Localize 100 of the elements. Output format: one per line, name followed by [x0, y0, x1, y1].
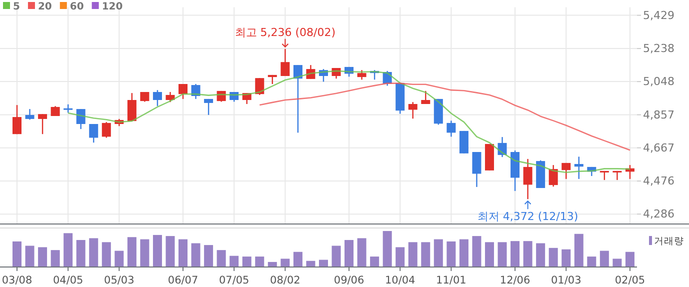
- bar: [127, 237, 136, 267]
- bar: [536, 243, 546, 267]
- bar: [612, 258, 622, 267]
- candlestick: [408, 101, 418, 120]
- x-tick-label: 03/08: [2, 274, 32, 286]
- candlestick: [574, 156, 584, 180]
- candlestick: [459, 130, 468, 154]
- bar: [166, 236, 175, 267]
- bar: [50, 250, 60, 267]
- candlestick: [357, 69, 366, 80]
- annotation: 최고 5,236 (08/02): [234, 26, 336, 39]
- bar: [152, 234, 162, 267]
- bar: [600, 250, 609, 267]
- y-tick-label: 4,857: [643, 108, 674, 122]
- bar: [498, 242, 507, 267]
- bar: [12, 241, 22, 267]
- candlestick: [38, 113, 48, 135]
- bar: [64, 233, 73, 267]
- candlestick: [127, 92, 136, 122]
- candlestick: [178, 83, 188, 100]
- candlestick: [280, 48, 290, 77]
- y-tick-label: 5,429: [643, 8, 674, 22]
- bar: [76, 240, 86, 267]
- candlestick: [76, 108, 86, 130]
- bar: [306, 260, 316, 267]
- bar: [523, 241, 532, 267]
- bar: [459, 239, 468, 267]
- bar: [268, 262, 277, 267]
- x-tick-label: 08/02: [270, 274, 300, 286]
- x-tick-label: 04/05: [52, 274, 84, 286]
- x-tick-label: 11/01: [436, 274, 466, 286]
- bar: [114, 250, 124, 267]
- candlestick: [293, 64, 302, 134]
- bar: [178, 239, 188, 267]
- bar: [140, 239, 150, 267]
- bar: [548, 248, 558, 267]
- bar: [89, 238, 98, 267]
- candlestick: [255, 77, 264, 96]
- bar: [25, 246, 34, 267]
- bar: [421, 242, 430, 267]
- candlestick: [89, 123, 98, 144]
- bar: [357, 238, 366, 267]
- x-tick-label: 02/05: [614, 274, 646, 286]
- bar: [216, 250, 226, 267]
- bar: [318, 260, 328, 267]
- bar: [382, 231, 392, 267]
- bar: [280, 258, 290, 267]
- candlestick: [472, 151, 482, 188]
- candlestick: [562, 162, 571, 180]
- bar: [293, 252, 302, 267]
- candlestick: [12, 104, 22, 135]
- x-tick-label: 06/07: [168, 274, 198, 286]
- x-tick-label: 09/06: [334, 274, 364, 286]
- x-tick-label: 01/03: [550, 274, 582, 286]
- y-tick-label: 4,667: [643, 141, 674, 154]
- x-tick-label: 05/03: [104, 274, 134, 286]
- annotation: 최저 4,372 (12/13): [477, 210, 578, 224]
- bar: [242, 256, 252, 267]
- candlestick: [548, 164, 558, 188]
- candlestick: [102, 121, 111, 138]
- y-tick-label: 4,476: [643, 174, 674, 188]
- candlestick: [446, 120, 456, 138]
- bar: [484, 242, 494, 267]
- candlestick: [25, 108, 34, 120]
- bar: [38, 247, 48, 267]
- y-tick-label: 4,286: [643, 208, 674, 221]
- legend-label: 60: [70, 2, 84, 12]
- bar: [408, 242, 418, 267]
- bar: [230, 256, 239, 267]
- x-tick-label: 12/06: [500, 274, 530, 286]
- bar: [472, 236, 482, 267]
- x-tick-label: 10/04: [384, 274, 416, 286]
- y-tick-label: 5,048: [643, 75, 674, 88]
- legend-label: 120: [102, 2, 123, 12]
- legend-label: 5: [13, 2, 20, 12]
- candlestick: [523, 158, 532, 200]
- bar: [370, 256, 380, 267]
- bar: [434, 239, 443, 267]
- y-tick-label: 5,238: [643, 42, 674, 56]
- bar: [562, 249, 571, 267]
- candlestick: [204, 98, 214, 116]
- candlestick: [421, 90, 430, 105]
- legend-label: 거래량: [654, 236, 684, 247]
- bar: [102, 242, 111, 267]
- legend-label: 20: [38, 2, 52, 12]
- candlestick: [152, 89, 162, 107]
- bar: [191, 243, 200, 267]
- candlestick: [166, 91, 175, 103]
- x-tick-label: 07/05: [218, 274, 250, 286]
- bar: [625, 252, 634, 267]
- bar: [446, 241, 456, 267]
- candlestick: [191, 83, 200, 100]
- bar: [587, 256, 596, 267]
- bar: [255, 256, 264, 267]
- bar: [510, 241, 520, 267]
- bar: [332, 246, 341, 267]
- bar: [204, 245, 214, 267]
- bar: [396, 247, 405, 267]
- bar: [574, 234, 584, 267]
- bar: [344, 240, 354, 267]
